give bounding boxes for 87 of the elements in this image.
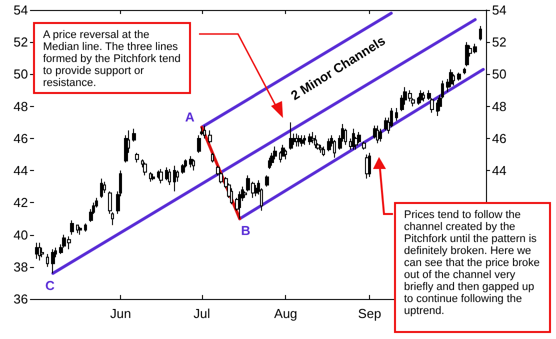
candlestick: [311, 132, 315, 144]
candlestick: [376, 125, 379, 144]
candlestick: [103, 181, 106, 194]
candlestick: [132, 128, 136, 142]
candlestick: [76, 224, 79, 234]
y-tick-label: 38: [14, 259, 28, 274]
y-tick-label: 54: [14, 2, 28, 18]
candlestick: [295, 133, 298, 147]
x-tick-label: Sep: [358, 306, 382, 321]
y-tick-label: 50: [14, 66, 28, 82]
annotation: B: [241, 223, 250, 238]
y2-tick-label: 44: [492, 163, 506, 178]
y-tick-label: 46: [14, 130, 28, 146]
candlestick: [84, 223, 87, 232]
candlestick: [243, 190, 247, 198]
candlestick: [452, 74, 455, 86]
candlestick: [165, 166, 168, 181]
candlestick: [300, 134, 304, 147]
candlestick: [457, 72, 461, 82]
candlestick: [35, 242, 38, 260]
candlestick: [314, 134, 317, 149]
candlestick: [124, 134, 128, 164]
candlestick: [38, 242, 41, 261]
candlestick: [289, 122, 293, 150]
y-tick-label: 44: [14, 163, 28, 178]
candlestick: [308, 133, 312, 146]
candlestick: [208, 130, 212, 144]
candlestick: [200, 126, 204, 136]
candlestick: [436, 99, 439, 116]
y-tick-label: 36: [14, 292, 28, 306]
x-tick-label: Jul: [193, 306, 210, 321]
candlestick: [197, 134, 201, 154]
candlestick: [265, 174, 269, 188]
candlestick: [135, 152, 139, 164]
candlestick: [181, 164, 185, 174]
candlestick: [40, 247, 44, 258]
y2-tick-label: 50: [492, 66, 506, 82]
candlestick: [352, 128, 355, 150]
candlestick: [192, 158, 195, 172]
x-tick-label: Aug: [274, 306, 298, 321]
candlestick: [322, 146, 325, 157]
candlestick: [149, 172, 152, 182]
candlestick: [449, 68, 453, 88]
candlestick: [211, 152, 214, 164]
candlestick: [368, 152, 371, 178]
candlestick: [238, 190, 241, 220]
candlestick: [78, 226, 82, 236]
annotation: A: [185, 110, 196, 125]
y2-tick-label: 46: [492, 130, 506, 146]
candlestick: [419, 90, 423, 104]
candlestick: [465, 42, 469, 67]
candlestick: [362, 141, 366, 150]
y-tick-label: 48: [14, 98, 28, 114]
y2-tick-label: 52: [492, 34, 506, 50]
candlestick: [319, 144, 323, 154]
candlestick: [422, 91, 425, 102]
candlestick: [230, 188, 233, 205]
y-tick-label: 52: [14, 34, 28, 50]
candlestick: [344, 128, 347, 146]
candlestick: [159, 168, 163, 184]
y-tick-label: 42: [14, 195, 28, 210]
x-tick-label: Jun: [110, 306, 132, 321]
annotation: A price reversal at the Median line. The three lines formed by the Pitchfork tend to provide support or resistance.: [33, 22, 191, 94]
candlestick: [189, 156, 193, 168]
candlestick: [168, 168, 171, 186]
y2-tick-label: 54: [492, 2, 506, 18]
candlestick: [100, 178, 103, 198]
y-tick-label: 40: [14, 227, 28, 242]
candlestick: [379, 128, 382, 142]
candlestick: [173, 165, 176, 192]
candlestick: [46, 254, 49, 268]
candlestick: [268, 157, 271, 170]
candlestick: [327, 138, 331, 152]
candlestick: [479, 26, 482, 42]
candlestick: [284, 149, 287, 160]
candlestick: [143, 162, 147, 176]
candlestick: [303, 134, 306, 146]
candlestick: [51, 248, 55, 274]
candlestick: [395, 107, 398, 122]
candlestick: [70, 220, 74, 236]
candlestick: [203, 125, 206, 139]
annotation: C: [45, 278, 56, 293]
text: Prices tend to follow the channel created by the Pitchfork until the pattern is definitely broken. Here we can see that the price broke out of the channel very briefly and then gapped up to continue following the uptrend.: [404, 209, 540, 317]
candlestick: [297, 134, 301, 147]
candlestick: [151, 173, 155, 181]
candlestick: [463, 67, 466, 75]
y2-tick-label: 48: [492, 98, 506, 114]
